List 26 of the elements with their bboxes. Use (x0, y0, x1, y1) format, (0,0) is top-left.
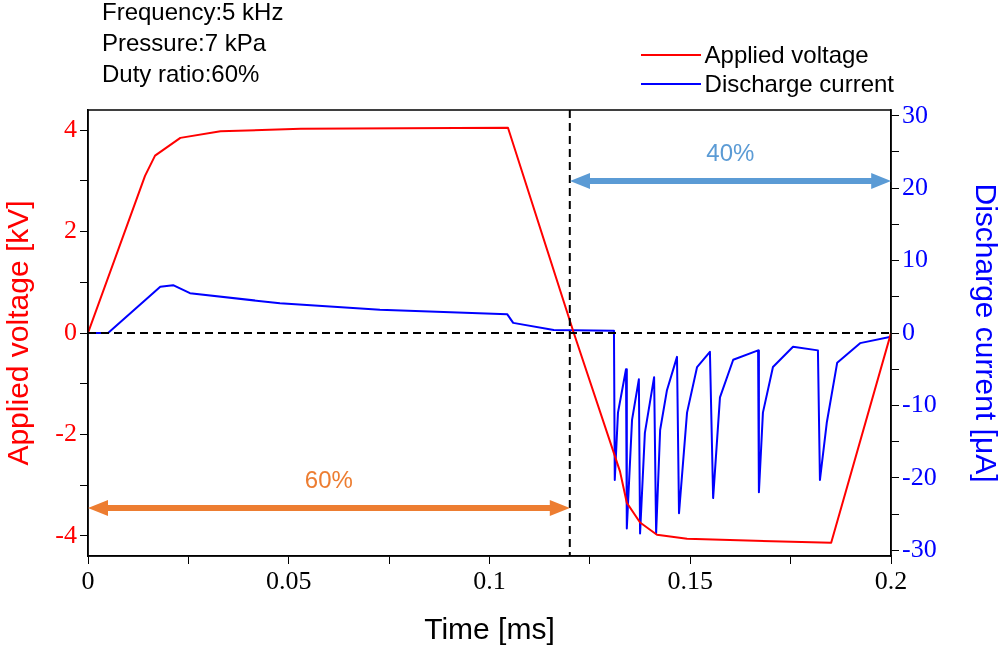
y-axis-title: Applied voltage [kV] (1, 200, 35, 466)
x-tick-label: 0.2 (874, 566, 908, 596)
x-axis-title: Time [ms] (424, 612, 555, 646)
legend-label: Applied voltage (704, 40, 869, 69)
text: Duty ratio:60% (102, 59, 261, 89)
text: Pressure:7 kPa (102, 28, 268, 58)
y2-tick-label: -30 (902, 534, 937, 564)
y2-tick-label: 30 (902, 99, 928, 129)
legend-label: Discharge current (704, 69, 894, 98)
y2-axis-title: Discharge current [μA] (969, 183, 1003, 483)
y-tick-label: 2 (64, 215, 77, 245)
x-tick-label: 0.1 (473, 566, 506, 596)
y-tick-label: 0 (64, 316, 77, 346)
y2-tick-label: -20 (902, 461, 937, 491)
annotation: 40% (705, 139, 756, 167)
annotation: 60% (303, 466, 354, 494)
x-tick-label: 0.15 (667, 566, 713, 596)
x-tick-label: 0.05 (266, 566, 312, 596)
y2-tick-label: 0 (902, 316, 915, 346)
y-tick-label: -4 (55, 519, 77, 549)
y-tick-label: 4 (64, 114, 77, 144)
y2-tick-label: 20 (902, 172, 928, 202)
y2-tick-label: 10 (902, 244, 928, 274)
y-tick-label: -2 (55, 418, 77, 448)
text: Frequency:5 kHz (102, 0, 284, 27)
y2-tick-label: -10 (902, 389, 937, 419)
